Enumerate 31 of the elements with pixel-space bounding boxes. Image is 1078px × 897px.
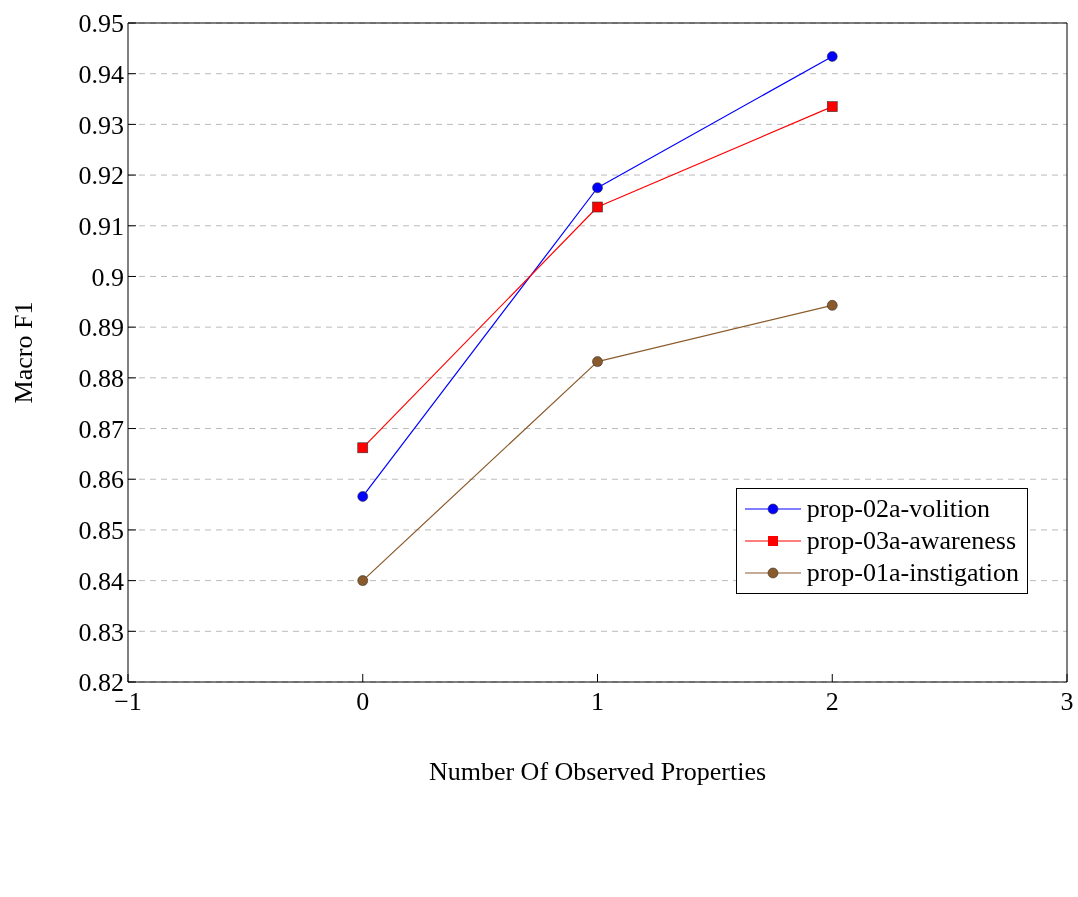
legend-label: prop-01a-instigation	[806, 558, 1019, 588]
point	[826, 300, 838, 311]
y-tick-label: 0.83	[78, 617, 124, 647]
y-tick-label: 0.88	[78, 364, 124, 394]
y-tick-label: 0.87	[78, 414, 124, 444]
x-tick-label: 3	[1060, 687, 1074, 717]
y-tick-label: 0.86	[78, 465, 124, 495]
y-tick-label: 0.92	[78, 161, 124, 191]
point	[357, 575, 369, 586]
legend-label: prop-03a-awareness	[806, 526, 1017, 556]
y-tick-label: 0.9	[91, 262, 124, 292]
y-axis-title: Macro F1	[9, 301, 39, 404]
point	[592, 201, 603, 213]
point	[826, 101, 838, 112]
point	[592, 182, 603, 194]
point	[357, 491, 369, 502]
y-tick-label: 0.84	[78, 566, 124, 596]
x-tick-label: 0	[356, 687, 370, 717]
x-tick-label: 2	[825, 687, 839, 717]
y-tick-label: 0.89	[78, 313, 124, 343]
y-tick-label: 0.93	[78, 110, 124, 140]
y-tick-label: 0.91	[78, 212, 124, 241]
point	[592, 356, 603, 367]
y-tick-label: 0.85	[78, 516, 124, 546]
point	[826, 51, 838, 62]
point	[357, 442, 369, 454]
legend-label: prop-02a-volition	[806, 494, 991, 524]
x-tick-label: 1	[591, 687, 604, 717]
x-axis-title: Number Of Observed Properties	[428, 757, 767, 786]
y-tick-label: 0.95	[78, 9, 124, 39]
y-tick-label: 0.94	[78, 59, 124, 89]
